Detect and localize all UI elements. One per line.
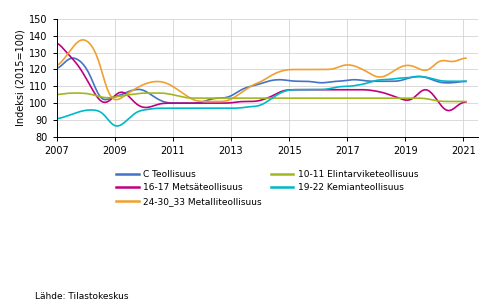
16-17 Metsäteollisuus <box>269 94 275 98</box>
19-22 Kemianteollisuus <box>272 95 278 98</box>
Text: Lähde: Tilastokeskus: Lähde: Tilastokeskus <box>35 292 128 301</box>
24-30_33 Metalliteollisuus <box>54 64 60 67</box>
10-11 Elintarviketeollisuus <box>148 91 154 95</box>
10-11 Elintarviketeollisuus <box>463 100 469 103</box>
Line: 16-17 Metsäteollisuus: 16-17 Metsäteollisuus <box>57 43 466 111</box>
19-22 Kemianteollisuus <box>252 105 258 108</box>
19-22 Kemianteollisuus <box>209 106 214 110</box>
C Teollisuus <box>424 76 430 80</box>
C Teollisuus <box>70 56 76 60</box>
24-30_33 Metalliteollisuus <box>211 100 217 103</box>
10-11 Elintarviketeollisuus <box>422 97 428 100</box>
19-22 Kemianteollisuus <box>424 76 430 79</box>
24-30_33 Metalliteollisuus <box>114 98 120 102</box>
10-11 Elintarviketeollisuus <box>272 96 278 100</box>
C Teollisuus <box>54 67 60 70</box>
10-11 Elintarviketeollisuus <box>209 96 214 100</box>
19-22 Kemianteollisuus <box>112 124 118 127</box>
16-17 Metsäteollisuus <box>463 100 469 104</box>
Line: 10-11 Elintarviketeollisuus: 10-11 Elintarviketeollisuus <box>57 93 466 102</box>
16-17 Metsäteollisuus <box>250 100 256 103</box>
24-30_33 Metalliteollisuus <box>424 68 430 72</box>
C Teollisuus <box>114 94 120 98</box>
19-22 Kemianteollisuus <box>54 117 60 120</box>
C Teollisuus <box>255 83 261 86</box>
Y-axis label: Indeksi (2015=100): Indeksi (2015=100) <box>15 29 25 126</box>
10-11 Elintarviketeollisuus <box>112 95 118 99</box>
19-22 Kemianteollisuus <box>463 79 469 83</box>
16-17 Metsäteollisuus <box>112 94 118 98</box>
10-11 Elintarviketeollisuus <box>255 96 261 100</box>
16-17 Metsäteollisuus <box>54 41 60 45</box>
16-17 Metsäteollisuus <box>420 89 425 92</box>
10-11 Elintarviketeollisuus <box>453 100 459 103</box>
24-30_33 Metalliteollisuus <box>274 71 280 74</box>
16-17 Metsäteollisuus <box>446 109 452 112</box>
Line: 19-22 Kemianteollisuus: 19-22 Kemianteollisuus <box>57 77 466 126</box>
19-22 Kemianteollisuus <box>417 75 423 78</box>
C Teollisuus <box>257 82 263 86</box>
C Teollisuus <box>463 80 469 83</box>
24-30_33 Metalliteollisuus <box>463 56 469 60</box>
24-30_33 Metalliteollisuus <box>255 81 261 85</box>
24-30_33 Metalliteollisuus <box>257 80 263 84</box>
Line: 24-30_33 Metalliteollisuus: 24-30_33 Metalliteollisuus <box>57 40 466 102</box>
Line: C Teollisuus: C Teollisuus <box>57 58 466 103</box>
24-30_33 Metalliteollisuus <box>209 100 214 103</box>
C Teollisuus <box>211 97 217 100</box>
24-30_33 Metalliteollisuus <box>80 38 86 42</box>
19-22 Kemianteollisuus <box>255 104 261 108</box>
19-22 Kemianteollisuus <box>114 124 120 128</box>
Legend: C Teollisuus, 16-17 Metsäteollisuus, 24-30_33 Metalliteollisuus, 10-11 Elintarvi: C Teollisuus, 16-17 Metsäteollisuus, 24-… <box>113 167 421 209</box>
10-11 Elintarviketeollisuus <box>252 96 258 100</box>
C Teollisuus <box>274 78 280 81</box>
C Teollisuus <box>179 101 185 105</box>
10-11 Elintarviketeollisuus <box>54 93 60 96</box>
16-17 Metsäteollisuus <box>206 101 212 105</box>
16-17 Metsäteollisuus <box>252 99 258 103</box>
